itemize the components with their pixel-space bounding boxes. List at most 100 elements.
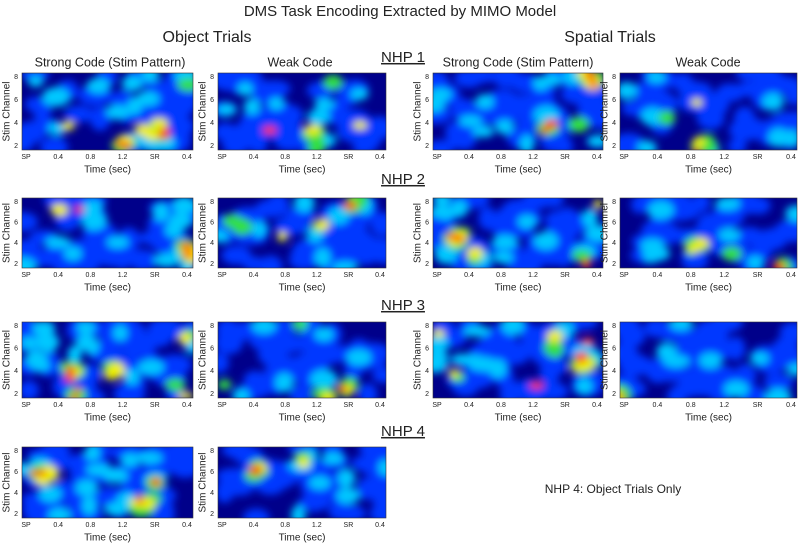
x-tick-label: 0.8: [86, 272, 96, 279]
x-tick-label: 0.8: [496, 154, 506, 161]
y-tick-label: 6: [14, 97, 18, 104]
figure-title: DMS Task Encoding Extracted by MIMO Mode…: [244, 3, 556, 20]
x-axis-label: Time (sec): [685, 413, 732, 424]
heatmap: [433, 73, 603, 150]
x-axis-label: Time (sec): [495, 165, 542, 176]
heatmap: [218, 73, 386, 150]
row-label: NHP 3: [381, 297, 425, 314]
heatmap-field: [433, 198, 603, 268]
heatmap-field: [620, 322, 797, 398]
x-axis-label: Time (sec): [279, 533, 326, 544]
plot-frame: [21, 197, 194, 269]
row-label: NHP 4: [381, 423, 425, 440]
x-tick-label: SR: [150, 402, 160, 409]
x-axis-label: Time (sec): [279, 413, 326, 424]
x-tick-label: 0.4: [375, 154, 385, 161]
x-tick-label: SP: [21, 402, 31, 409]
y-tick-label: 2: [14, 261, 18, 268]
y-tick-label: 8: [612, 323, 616, 330]
heatmap-field: [218, 198, 386, 268]
y-axis-label: Stim Channel: [600, 330, 611, 390]
heatmap-field: [433, 73, 603, 150]
y-axis-label: Stim Channel: [600, 203, 611, 263]
x-tick-label: 0.8: [686, 272, 696, 279]
heatmap-field: [630, 198, 797, 268]
y-tick-label: 8: [210, 448, 214, 455]
x-tick-label: 0.4: [375, 402, 385, 409]
row-label: NHP 1: [381, 49, 425, 66]
x-tick-label: 0.4: [53, 522, 63, 529]
x-tick-label: 0.8: [280, 522, 290, 529]
heatmap: [22, 447, 193, 518]
plot-frame: [21, 321, 194, 399]
x-tick-label: SP: [217, 402, 227, 409]
x-tick-label: SR: [344, 272, 354, 279]
x-tick-label: 0.4: [53, 272, 63, 279]
x-tick-label: 0.4: [182, 522, 192, 529]
y-axis-label: Stim Channel: [198, 330, 209, 390]
x-tick-label: 1.2: [528, 402, 538, 409]
plot-frame: [21, 72, 194, 151]
x-tick-label: 0.4: [182, 272, 192, 279]
y-tick-label: 6: [612, 220, 616, 227]
x-tick-label: 1.2: [118, 402, 128, 409]
y-tick-label: 8: [14, 448, 18, 455]
x-tick-label: 0.4: [249, 154, 259, 161]
x-tick-label: SP: [21, 272, 31, 279]
y-tick-label: 8: [425, 74, 429, 81]
heatmap: [620, 322, 797, 398]
x-tick-label: 0.4: [653, 154, 663, 161]
y-tick-label: 4: [14, 120, 18, 127]
heatmap-field: [620, 73, 797, 150]
x-tick-label: 0.4: [464, 154, 474, 161]
y-tick-label: 8: [210, 199, 214, 206]
y-tick-label: 6: [425, 346, 429, 353]
x-tick-label: 0.4: [592, 154, 602, 161]
y-tick-label: 6: [210, 97, 214, 104]
y-tick-label: 2: [210, 511, 214, 518]
x-axis-label: Time (sec): [84, 413, 131, 424]
x-tick-label: 0.4: [786, 272, 796, 279]
x-tick-label: SR: [753, 154, 763, 161]
heatmap-field: [22, 73, 193, 150]
y-tick-label: 4: [14, 240, 18, 247]
plot-frame: [432, 72, 604, 151]
x-tick-label: SP: [217, 154, 227, 161]
heatmap: [433, 198, 603, 268]
y-tick-label: 6: [210, 346, 214, 353]
y-axis-label: Stim Channel: [413, 81, 424, 141]
y-tick-label: 4: [210, 240, 214, 247]
y-tick-label: 4: [210, 368, 214, 375]
x-tick-label: SP: [432, 402, 442, 409]
x-tick-label: 0.8: [86, 522, 96, 529]
x-tick-label: SR: [560, 272, 570, 279]
y-tick-label: 8: [210, 74, 214, 81]
plot-frame: [619, 72, 798, 151]
y-axis-label: Stim Channel: [198, 203, 209, 263]
plot-frame: [619, 321, 798, 399]
x-tick-label: SP: [21, 522, 31, 529]
y-tick-label: 2: [612, 143, 616, 150]
y-tick-label: 4: [612, 240, 616, 247]
x-tick-label: SR: [753, 402, 763, 409]
x-tick-label: SP: [619, 154, 629, 161]
y-tick-label: 2: [14, 143, 18, 150]
heatmap: [218, 322, 386, 398]
x-tick-label: 0.4: [464, 272, 474, 279]
x-tick-label: SP: [21, 154, 31, 161]
y-tick-label: 2: [612, 261, 616, 268]
x-axis-label: Time (sec): [84, 533, 131, 544]
x-tick-label: 1.2: [719, 272, 729, 279]
column-header: Weak Code: [675, 55, 740, 69]
y-tick-label: 6: [14, 346, 18, 353]
y-axis-label: Stim Channel: [2, 452, 13, 512]
plot-frame: [217, 321, 387, 399]
heatmap: [22, 322, 193, 398]
y-axis-label: Stim Channel: [413, 330, 424, 390]
x-tick-label: SP: [619, 402, 629, 409]
x-axis-label: Time (sec): [84, 165, 131, 176]
x-tick-label: 1.2: [312, 154, 322, 161]
plot-frame: [432, 321, 604, 399]
x-tick-label: SR: [344, 522, 354, 529]
plot-frame: [217, 72, 387, 151]
